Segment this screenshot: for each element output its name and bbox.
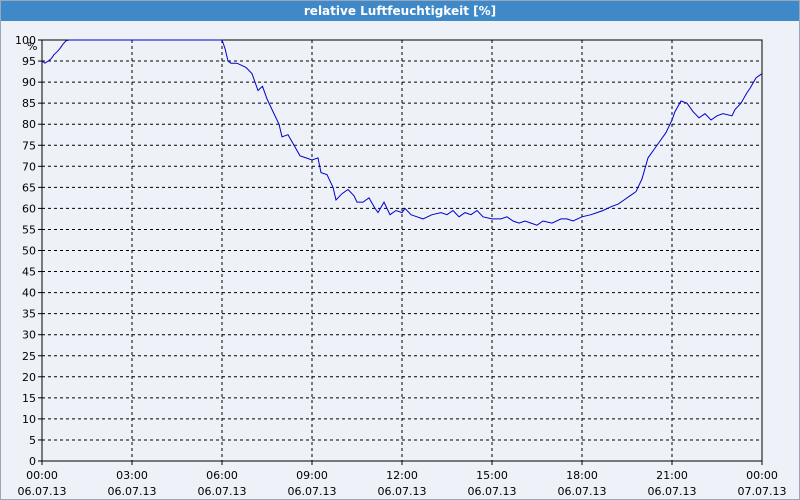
x-tick-time-label: 06:00 [206, 469, 238, 482]
x-tick-time-label: 03:00 [116, 469, 148, 482]
y-tick-label: 80 [22, 118, 36, 131]
y-axis-label: % [27, 40, 37, 53]
x-tick-time-label: 09:00 [296, 469, 328, 482]
y-axis-ticks: 0 5 10 15 20 25 30 35 40 45 50 55 60 65 70 75 80 85 90 95 10… [15, 34, 42, 468]
grid-lines [42, 40, 762, 461]
y-tick-label: 40 [22, 287, 36, 300]
x-tick-time-label: 12:00 [386, 469, 418, 482]
y-tick-label: 100 [15, 34, 36, 47]
y-tick-label: 70 [22, 160, 36, 173]
y-tick-label: 20 [22, 371, 36, 384]
x-tick-time-label: 00:00 [26, 469, 58, 482]
x-tick-date-label: 07.07.13 [738, 485, 787, 498]
humidity-series-line [41, 39, 763, 226]
x-tick-date-label: 06.07.13 [288, 485, 337, 498]
y-tick-label: 0 [29, 455, 36, 468]
x-tick-date-label: 06.07.13 [558, 485, 607, 498]
y-tick-label: 5 [29, 434, 36, 447]
x-tick-time-label: 00:00 [746, 469, 778, 482]
x-tick-date-label: 06.07.13 [108, 485, 157, 498]
y-tick-label: 65 [22, 181, 36, 194]
y-tick-label: 55 [22, 223, 36, 236]
y-tick-label: 95 [22, 55, 36, 68]
y-tick-label: 30 [22, 329, 36, 342]
x-tick-date-label: 06.07.13 [18, 485, 67, 498]
x-tick-time-label: 18:00 [566, 469, 598, 482]
y-tick-label: 90 [22, 76, 36, 89]
y-tick-label: 25 [22, 350, 36, 363]
chart-title: relative Luftfeuchtigkeit [%] [1, 1, 799, 21]
y-tick-label: 75 [22, 139, 36, 152]
y-tick-label: 35 [22, 308, 36, 321]
x-axis-ticks: 00:00 06.07.13 03:00 06.07.13 06:00 06.07.13 0… [18, 461, 787, 498]
y-tick-label: 15 [22, 392, 36, 405]
y-tick-label: 10 [22, 413, 36, 426]
y-tick-label: 50 [22, 245, 36, 258]
y-tick-label: 85 [22, 97, 36, 110]
y-tick-label: 60 [22, 202, 36, 215]
x-tick-date-label: 06.07.13 [378, 485, 427, 498]
x-tick-time-label: 21:00 [656, 469, 688, 482]
x-tick-date-label: 06.07.13 [648, 485, 697, 498]
y-tick-label: 45 [22, 266, 36, 279]
x-tick-time-label: 15:00 [476, 469, 508, 482]
x-tick-date-label: 06.07.13 [468, 485, 517, 498]
x-tick-date-label: 06.07.13 [198, 485, 247, 498]
